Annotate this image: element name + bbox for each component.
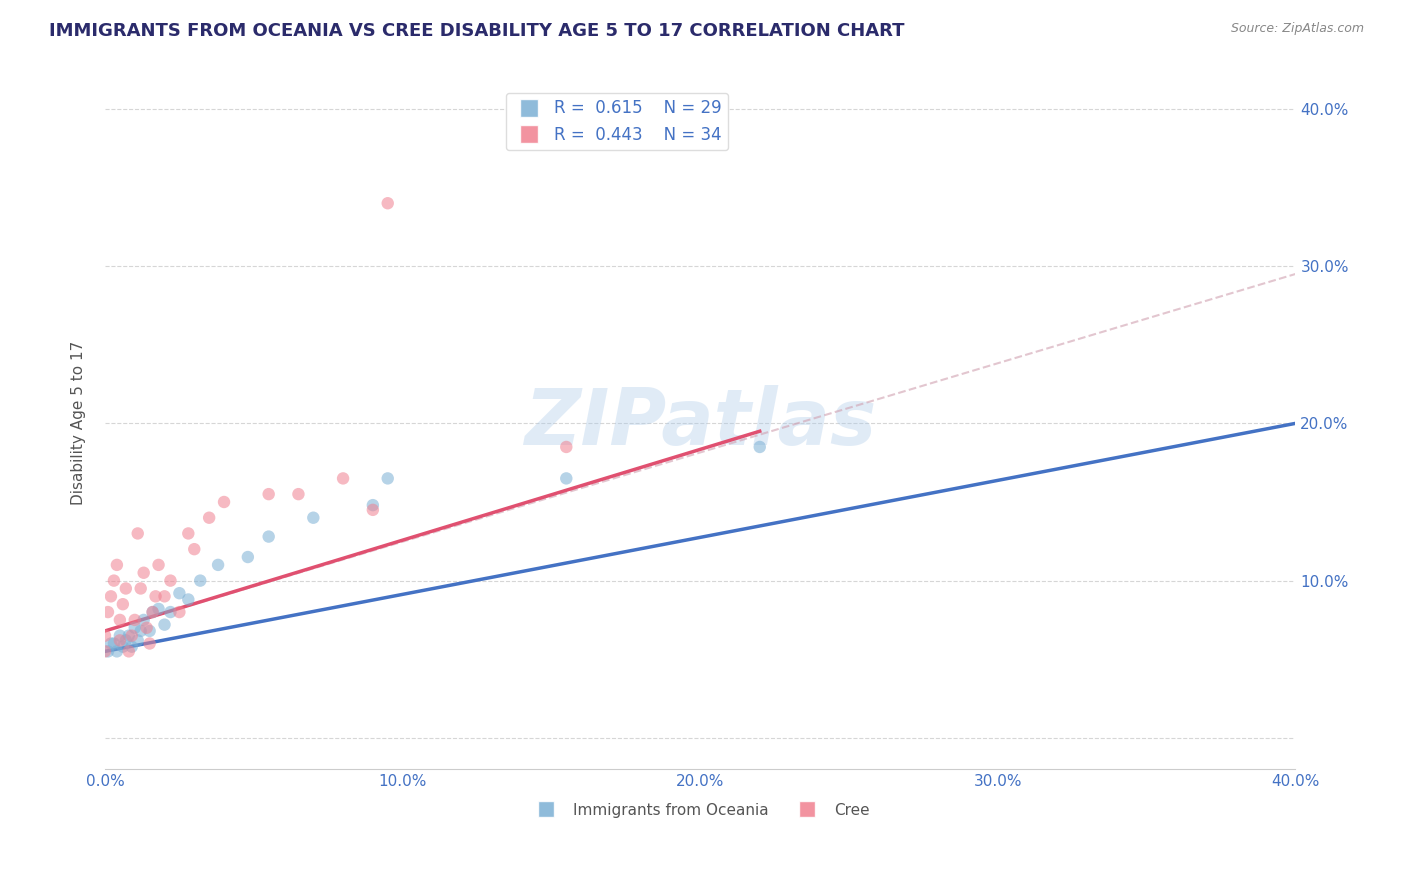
Point [111,597,134,611]
Point [132,566,155,580]
Point [361,498,384,512]
Text: IMMIGRANTS FROM OCEANIA VS CREE DISABILITY AGE 5 TO 17 CORRELATION CHART: IMMIGRANTS FROM OCEANIA VS CREE DISABILI… [49,22,904,40]
Point [111,640,134,654]
Point [132,613,155,627]
Point [142,605,165,619]
Point [94,644,117,658]
Legend: Immigrants from Oceania, Cree: Immigrants from Oceania, Cree [524,797,876,824]
Point [108,633,131,648]
Point [127,526,149,541]
Point [97,605,120,619]
Point [555,440,578,454]
Point [145,590,167,604]
Point [257,487,280,501]
Point [97,644,120,658]
Text: Source: ZipAtlas.com: Source: ZipAtlas.com [1230,22,1364,36]
Point [105,558,128,572]
Point [138,636,160,650]
Point [118,644,141,658]
Point [129,582,152,596]
Point [332,471,354,485]
Text: ZIPatlas: ZIPatlas [524,385,876,461]
Point [212,495,235,509]
Point [121,640,143,654]
Point [207,558,229,572]
Point [377,471,399,485]
Point [177,592,200,607]
Point [183,542,205,557]
Point [108,629,131,643]
Point [103,636,125,650]
Point [100,636,122,650]
Point [302,510,325,524]
Point [108,613,131,627]
Point [103,574,125,588]
Point [159,574,181,588]
Point [159,605,181,619]
Point [555,471,578,485]
Point [121,629,143,643]
Point [114,582,136,596]
Point [188,574,211,588]
Point [377,196,399,211]
Point [135,621,157,635]
Point [105,644,128,658]
Point [100,590,122,604]
Point [257,530,280,544]
Point [142,605,165,619]
Point [124,613,146,627]
Point [748,440,770,454]
Point [153,617,176,632]
Point [114,633,136,648]
Point [169,586,191,600]
Point [169,605,191,619]
Point [94,629,117,643]
Point [177,526,200,541]
Point [148,602,170,616]
Point [148,558,170,572]
Point [118,629,141,643]
Point [361,503,384,517]
Point [129,624,152,638]
Point [127,633,149,648]
Point [198,510,221,524]
Point [124,621,146,635]
Point [138,624,160,638]
Point [236,549,259,564]
Point [287,487,309,501]
Y-axis label: Disability Age 5 to 17: Disability Age 5 to 17 [72,342,86,506]
Point [153,590,176,604]
